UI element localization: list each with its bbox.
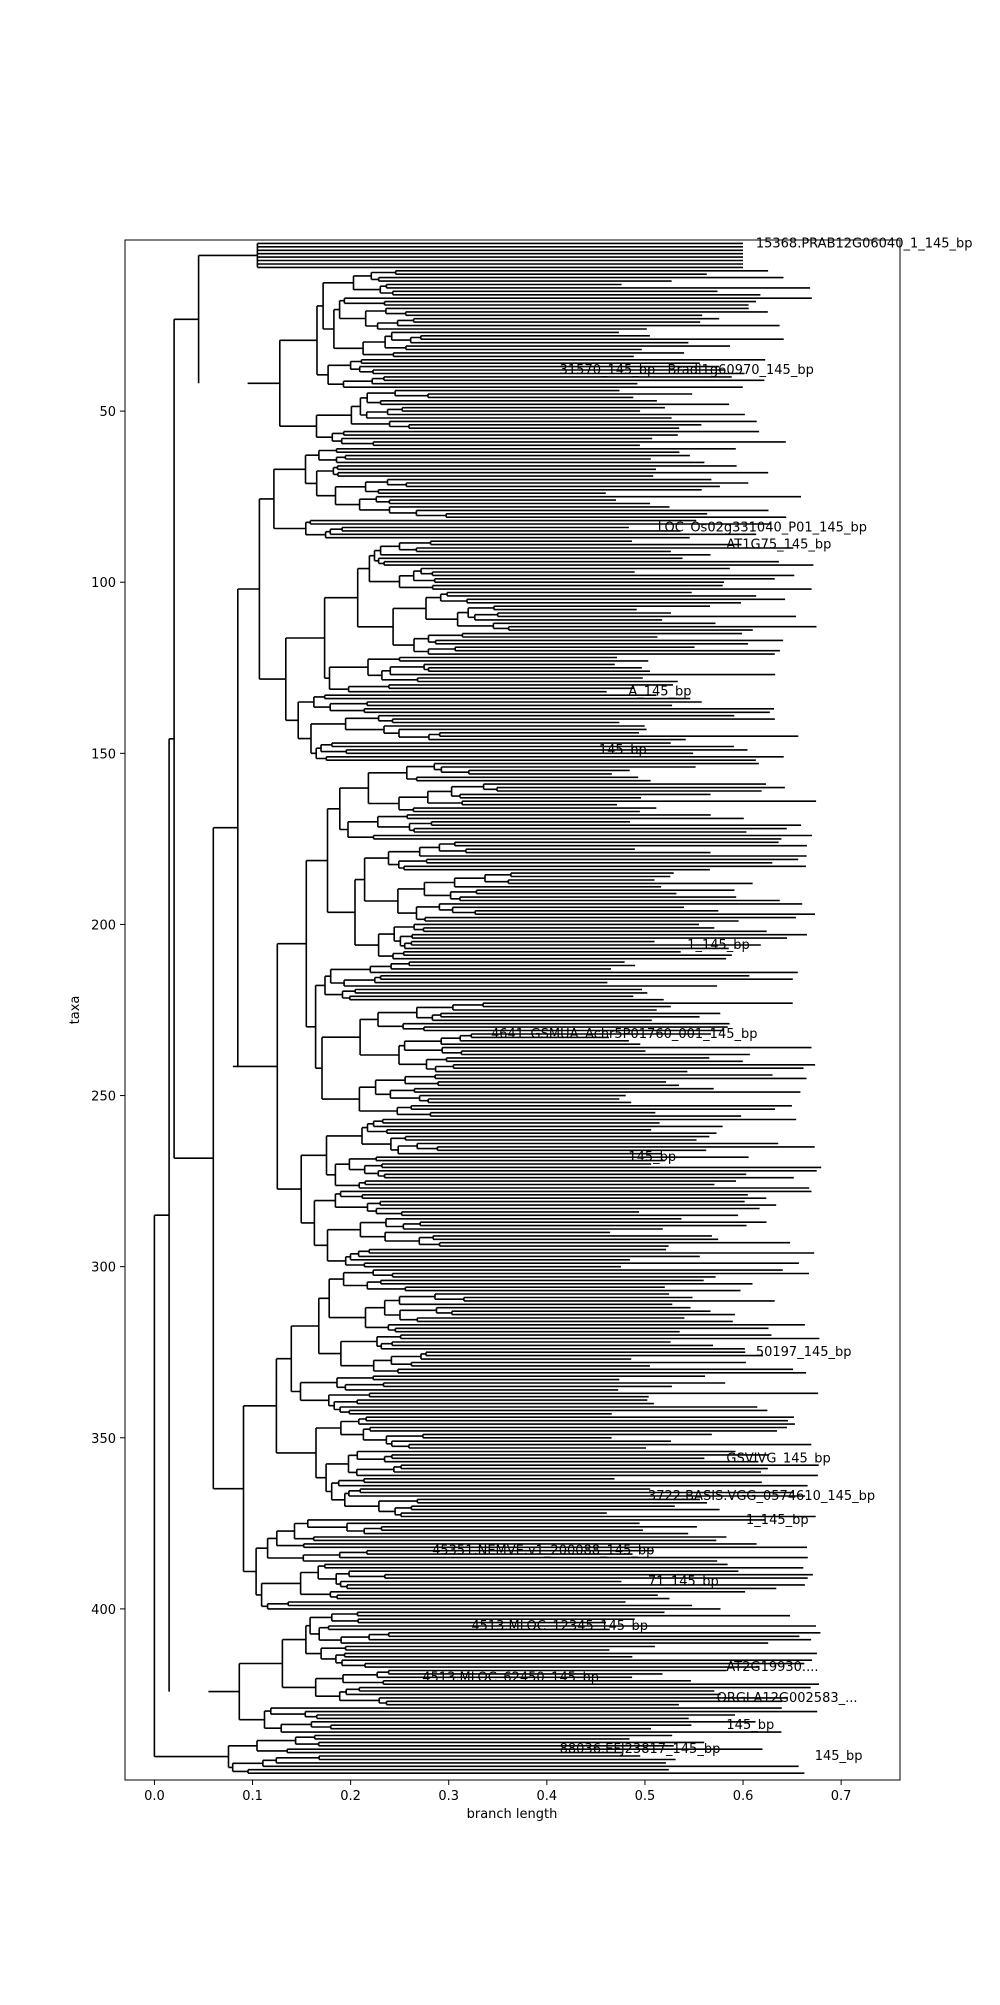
- x-tick-label: 0.6: [733, 1789, 754, 1804]
- x-axis-label: branch length: [467, 1807, 558, 1822]
- leaf-label: A_145_bp: [628, 685, 691, 700]
- y-axis-label: taxa: [68, 996, 83, 1025]
- leaf-label: 3722.BASIS.VGG_0574610_145_bp: [648, 1489, 875, 1504]
- leaf-label: 145_bp: [815, 1749, 863, 1764]
- y-tick-label: 250: [91, 1090, 116, 1105]
- leaf-label: ORGLA12G002583_...: [717, 1691, 858, 1706]
- leaf-label: AT1G75_145_bp: [726, 538, 831, 553]
- y-tick-label: 200: [91, 918, 116, 933]
- leaf-label: GSVIVG_145_bp: [726, 1451, 830, 1466]
- x-tick-label: 0.2: [340, 1789, 361, 1804]
- x-axis-ticks: 0.0 0.1 0.2 0.3 0.4 0.5 0.6 0.7: [144, 1780, 851, 1804]
- plot-frame: [124, 239, 901, 1781]
- y-tick-label: 100: [91, 576, 116, 591]
- y-tick-label: 50: [99, 405, 116, 420]
- leaf-label: 71_145_bp: [648, 1575, 719, 1590]
- leaf-label: 145_bp: [599, 743, 647, 758]
- leaf-label: 4641_GSMUA_Achr5P01760_001_145_bp: [491, 1027, 758, 1042]
- y-tick-label: 300: [91, 1261, 116, 1276]
- y-tick-label: 150: [91, 747, 116, 762]
- x-tick-label: 0.4: [536, 1789, 557, 1804]
- leaf-label: 88036.EFJ23817_145_bp: [560, 1742, 721, 1757]
- dendrogram-branches: [153, 242, 822, 1774]
- x-tick-label: 0.1: [242, 1789, 263, 1804]
- leaf-label: 50197_145_bp: [756, 1345, 852, 1360]
- y-tick-label: 400: [91, 1603, 116, 1618]
- leaf-label: 145_bp: [628, 1150, 676, 1165]
- leaf-label: 145_bp: [726, 1718, 774, 1733]
- leaf-labels: 15368.PRAB12G06040_1_145_bp 31570_145_bp B…: [422, 236, 972, 1764]
- x-tick-label: 0.3: [438, 1789, 459, 1804]
- leaf-label: 4513.MLOC_62450_145_bp: [422, 1670, 599, 1685]
- leaf-label: AT2G19930....: [726, 1660, 818, 1675]
- y-tick-label: 350: [91, 1432, 116, 1447]
- leaf-label: 1_145_bp: [687, 938, 750, 953]
- x-tick-label: 0.5: [635, 1789, 656, 1804]
- leaf-label: 1_145_bp: [746, 1513, 809, 1528]
- leaf-label: Bradi1g60970_145_bp: [668, 363, 814, 378]
- leaf-label: 31570_145_bp: [560, 363, 656, 378]
- leaf-label: LOC_Os02g331040_P01_145_bp: [658, 520, 867, 535]
- x-tick-label: 0.7: [831, 1789, 852, 1804]
- y-axis-ticks: 50 100 150 200 250 300 350 400: [91, 405, 125, 1618]
- leaf-label: 45351.NEMVE.v1_200088_145_bp: [432, 1544, 654, 1559]
- tree-branches: [153, 242, 822, 1774]
- leaf-label: 15368.PRAB12G06040_1_145_bp: [756, 236, 973, 251]
- leaf-label: 4513.MLOC_12345_145_bp: [471, 1619, 648, 1634]
- x-tick-label: 0.0: [144, 1789, 165, 1804]
